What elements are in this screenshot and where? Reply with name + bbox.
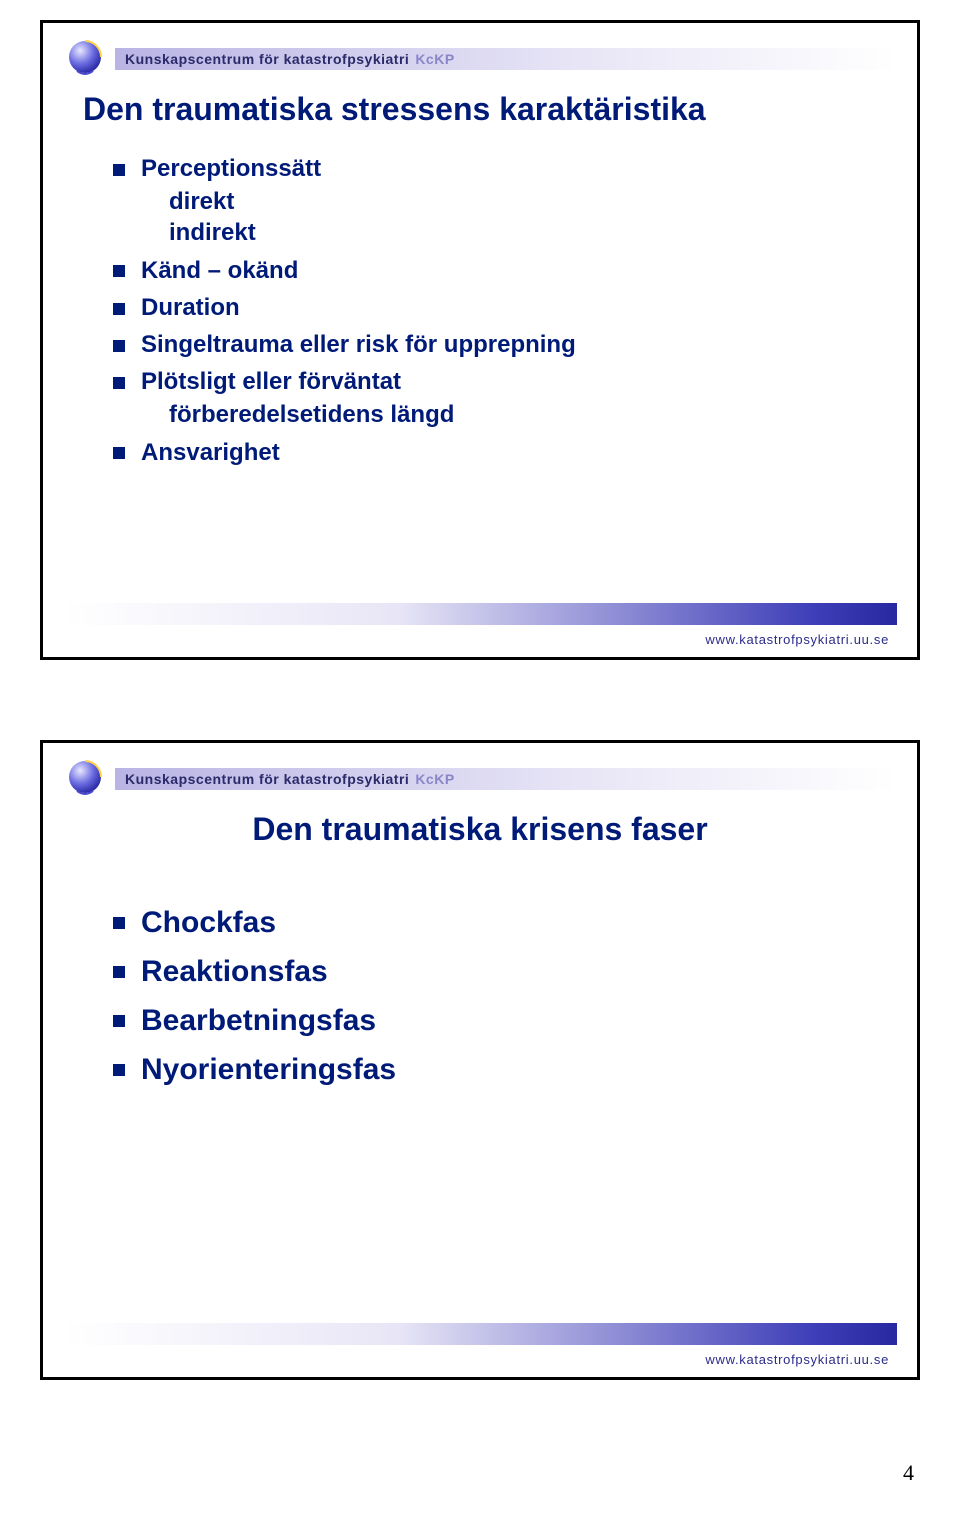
bullet-text: Känd – okänd [141, 257, 298, 284]
list-item: Plötsligt eller förväntat förberedelseti… [113, 366, 877, 430]
footer-url: www.katastrofpsykiatri.uu.se [705, 632, 889, 647]
slide-header: Kunskapscentrum för katastrofpsykiatri K… [63, 757, 897, 801]
footer-url: www.katastrofpsykiatri.uu.se [705, 1352, 889, 1367]
list-item: Reaktionsfas [113, 952, 877, 991]
slide-1: Kunskapscentrum för katastrofpsykiatri K… [40, 20, 920, 660]
list-item: Duration [113, 292, 877, 323]
list-item: Bearbetningsfas [113, 1001, 877, 1040]
org-logo-icon [63, 37, 107, 81]
bullet-text: Duration [141, 294, 240, 321]
header-bar: Kunskapscentrum för katastrofpsykiatri K… [115, 48, 897, 70]
org-name: Kunskapscentrum för katastrofpsykiatri [125, 51, 409, 67]
bullet-text: Reaktionsfas [141, 955, 328, 988]
footer-bar [63, 603, 897, 625]
slide-2: Kunskapscentrum för katastrofpsykiatri K… [40, 740, 920, 1380]
org-abbrev: KcKP [415, 771, 454, 787]
bullet-text: Perceptionssätt [141, 155, 321, 182]
slide-content: Perceptionssätt direkt indirekt Känd – o… [113, 153, 877, 474]
list-item: Ansvarighet [113, 437, 877, 468]
bullet-text: Nyorienteringsfas [141, 1053, 396, 1086]
list-item: Chockfas [113, 903, 877, 942]
slide-title: Den traumatiska stressens karaktäristika [83, 91, 877, 128]
slide-header: Kunskapscentrum för katastrofpsykiatri K… [63, 37, 897, 81]
bullet-text: Ansvarighet [141, 439, 280, 466]
slide-content: Chockfas Reaktionsfas Bearbetningsfas Ny… [113, 903, 877, 1099]
bullet-list: Perceptionssätt direkt indirekt Känd – o… [113, 153, 877, 468]
bullet-text: Chockfas [141, 906, 276, 939]
sub-item: förberedelsetidens längd [169, 399, 877, 430]
bullet-text: Plötsligt eller förväntat [141, 368, 401, 395]
footer-bar [63, 1323, 897, 1345]
list-item: Känd – okänd [113, 255, 877, 286]
org-name: Kunskapscentrum för katastrofpsykiatri [125, 771, 409, 787]
list-item: Perceptionssätt direkt indirekt [113, 153, 877, 249]
sub-list: direkt indirekt [169, 186, 877, 248]
list-item: Nyorienteringsfas [113, 1050, 877, 1089]
list-item: Singeltrauma eller risk för upprepning [113, 329, 877, 360]
org-logo-icon [63, 757, 107, 801]
bullet-text: Singeltrauma eller risk för upprepning [141, 331, 576, 358]
bullet-text: Bearbetningsfas [141, 1004, 376, 1037]
bullet-list: Chockfas Reaktionsfas Bearbetningsfas Ny… [113, 903, 877, 1089]
slide-title: Den traumatiska krisens faser [83, 811, 877, 848]
page-number: 4 [40, 1460, 920, 1486]
sub-list: förberedelsetidens längd [169, 399, 877, 430]
org-abbrev: KcKP [415, 51, 454, 67]
sub-item: direkt [169, 186, 877, 217]
header-bar: Kunskapscentrum för katastrofpsykiatri K… [115, 768, 897, 790]
sub-item: indirekt [169, 217, 877, 248]
